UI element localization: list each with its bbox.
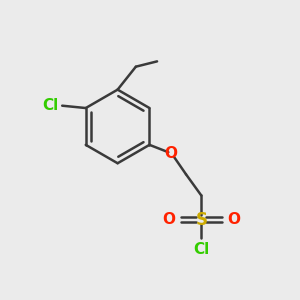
Text: O: O <box>162 212 176 227</box>
Text: Cl: Cl <box>193 242 209 257</box>
Text: Cl: Cl <box>42 98 58 113</box>
Text: S: S <box>195 211 207 229</box>
Text: O: O <box>164 146 177 160</box>
Text: O: O <box>227 212 240 227</box>
